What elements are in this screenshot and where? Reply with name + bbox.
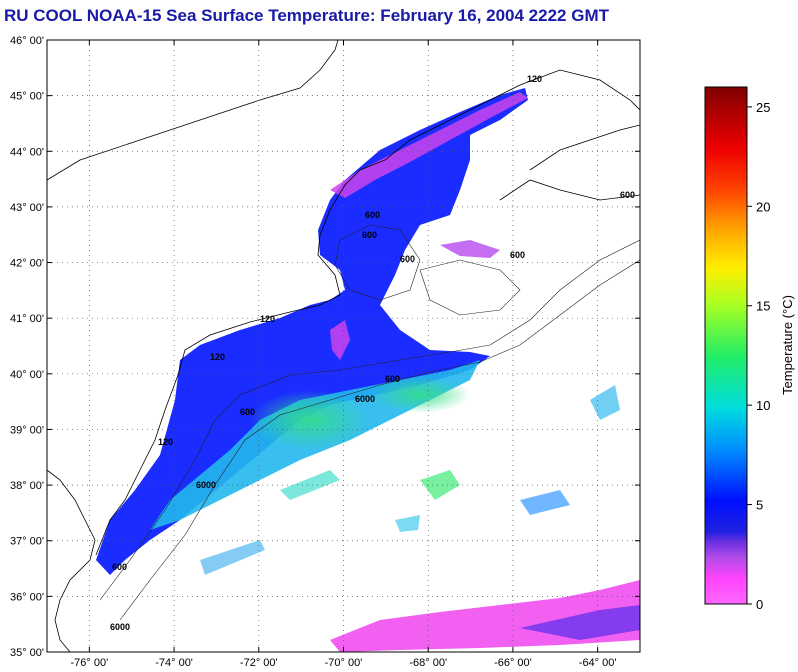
lat-tick-label: 45° 00'	[10, 91, 44, 103]
southern-cold-patch	[520, 605, 640, 640]
contour-label: 600	[112, 562, 127, 572]
warm-patch	[420, 470, 460, 500]
coastline	[46, 39, 641, 653]
warm-patch	[590, 385, 620, 420]
lon-tick-label: -68° 00'	[409, 657, 447, 669]
colorbar-tick-label: 15	[756, 299, 770, 314]
lat-tick-label: 43° 00'	[10, 202, 44, 214]
contour-label: 600	[620, 190, 635, 200]
contour-label: 600	[365, 210, 380, 220]
longitude-labels: -76° 00' -74° 00' -72° 00' -70° 00' -68° 00'…	[71, 657, 617, 669]
contour-label: 6000	[196, 480, 216, 490]
lon-tick-label: -74° 00'	[155, 657, 193, 669]
lon-tick-label: -66° 00'	[494, 657, 532, 669]
sst-field	[96, 88, 640, 652]
cape-cod-cold	[330, 320, 350, 360]
contour-label: 600	[240, 407, 255, 417]
colorbar-tick-label: 0	[756, 597, 763, 612]
lon-tick-label: -72° 00'	[240, 657, 278, 669]
contour-label: 120	[158, 437, 173, 447]
map-frame	[46, 39, 641, 653]
colorbar-tick-label: 10	[756, 398, 770, 413]
coastal-cold-fringe	[330, 92, 528, 198]
colorbar-tick-label: 5	[756, 498, 763, 513]
colorbar-gradient	[704, 86, 748, 605]
colorbar: 0 5 10 15 20 25 Temperature (°C)	[704, 86, 795, 612]
lat-tick-label: 35° 00'	[10, 647, 44, 659]
contour-label: 600	[400, 254, 415, 264]
contour-label: 6000	[355, 394, 375, 404]
georges-bank-cold	[440, 240, 500, 258]
lon-tick-label: -76° 00'	[71, 657, 109, 669]
warm-patch	[395, 515, 420, 532]
contour-label: 120	[527, 74, 542, 84]
contour-label: 600	[385, 374, 400, 384]
lat-tick-label: 40° 00'	[10, 369, 44, 381]
shelf-water-region	[96, 88, 528, 575]
warm-patch	[520, 490, 570, 515]
colorbar-ticks: 0 5 10 15 20 25	[747, 100, 770, 612]
lat-tick-label: 39° 00'	[10, 424, 44, 436]
contour-labels: 120 600 600 600 600 600 600 6000 120 120…	[110, 74, 635, 632]
colorbar-title: Temperature (°C)	[780, 295, 795, 395]
lat-tick-label: 38° 00'	[10, 480, 44, 492]
lon-tick-label: -64° 00'	[579, 657, 617, 669]
contour-label: 6000	[110, 622, 130, 632]
contour-label: 600	[510, 250, 525, 260]
graticule	[47, 39, 640, 653]
colorbar-tick-label: 20	[756, 199, 770, 214]
lat-tick-label: 36° 00'	[10, 591, 44, 603]
map-title: RU COOL NOAA-15 Sea Surface Temperature:…	[4, 6, 609, 25]
colorbar-tick-label: 25	[756, 100, 770, 115]
warm-patch	[280, 470, 340, 500]
lat-tick-label: 42° 00'	[10, 258, 44, 270]
bathymetry-contours	[99, 224, 641, 621]
lat-tick-label: 41° 00'	[10, 313, 44, 325]
contour-label: 600	[362, 230, 377, 240]
lat-tick-label: 37° 00'	[10, 536, 44, 548]
lat-tick-label: 44° 00'	[10, 146, 44, 158]
lon-tick-label: -70° 00'	[325, 657, 363, 669]
latitude-labels: 46° 00' 45° 00' 44° 00' 43° 00' 42° 00' 41° 0…	[10, 35, 44, 659]
contour-label: 120	[260, 314, 275, 324]
lat-tick-label: 46° 00'	[10, 35, 44, 47]
contour-label: 120	[210, 352, 225, 362]
warm-patch	[200, 540, 265, 575]
